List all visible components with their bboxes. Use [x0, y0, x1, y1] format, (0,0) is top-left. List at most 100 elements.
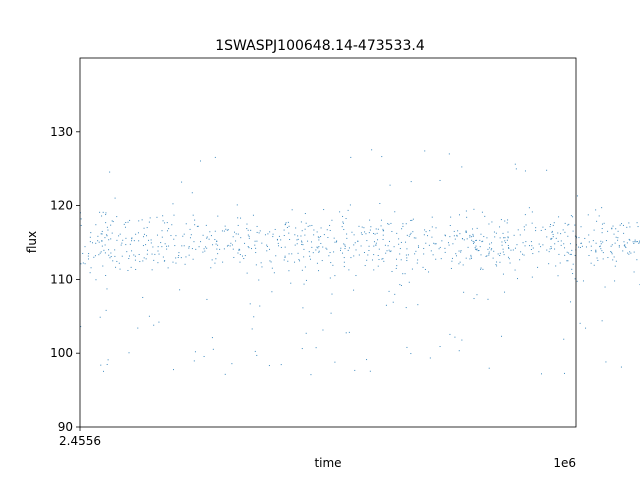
scatter-point — [362, 234, 363, 235]
scatter-point — [182, 236, 183, 237]
scatter-point — [222, 230, 223, 231]
scatter-point — [412, 231, 413, 232]
scatter-point — [525, 170, 526, 171]
scatter-point — [173, 239, 174, 240]
scatter-point — [127, 270, 128, 271]
scatter-point — [95, 255, 96, 256]
scatter-point — [328, 255, 329, 256]
scatter-point — [302, 348, 303, 349]
scatter-point — [165, 243, 166, 244]
scatter-point — [629, 251, 630, 252]
scatter-point — [153, 260, 154, 261]
scatter-point — [101, 240, 102, 241]
scatter-point — [501, 219, 502, 220]
scatter-point — [163, 257, 164, 258]
scatter-point — [427, 235, 428, 236]
scatter-point — [450, 225, 451, 226]
scatter-point — [353, 255, 354, 256]
scatter-point — [160, 242, 161, 243]
scatter-point — [368, 250, 369, 251]
scatter-point — [425, 243, 426, 244]
scatter-point — [503, 233, 504, 234]
scatter-point — [369, 220, 370, 221]
scatter-point — [281, 247, 282, 248]
scatter-point — [550, 224, 551, 225]
scatter-point — [135, 260, 136, 261]
scatter-point — [304, 235, 305, 236]
scatter-point — [206, 299, 207, 300]
scatter-point — [134, 240, 135, 241]
scatter-point — [225, 229, 226, 230]
scatter-point — [112, 220, 113, 221]
scatter-point — [504, 237, 505, 238]
scatter-point — [149, 316, 150, 317]
scatter-point — [480, 246, 481, 247]
scatter-point — [181, 182, 182, 183]
scatter-point — [508, 247, 509, 248]
scatter-point — [350, 204, 351, 205]
scatter-point — [594, 265, 595, 266]
scatter-point — [159, 254, 160, 255]
scatter-point — [504, 240, 505, 241]
scatter-point — [158, 246, 159, 247]
scatter-point — [471, 240, 472, 241]
scatter-point — [638, 226, 639, 227]
scatter-point — [168, 246, 169, 247]
scatter-point — [501, 336, 502, 337]
scatter-point — [617, 240, 618, 241]
scatter-point — [581, 226, 582, 227]
scatter-point — [628, 222, 629, 223]
scatter-point — [634, 271, 635, 272]
scatter-point — [571, 269, 572, 270]
scatter-point — [162, 237, 163, 238]
scatter-point — [406, 255, 407, 256]
scatter-point — [541, 373, 542, 374]
scatter-point — [553, 236, 554, 237]
scatter-point — [567, 252, 568, 253]
scatter-point — [194, 360, 195, 361]
scatter-point — [81, 218, 82, 219]
scatter-point — [209, 231, 210, 232]
scatter-point — [302, 307, 303, 308]
scatter-point — [394, 246, 395, 247]
scatter-point — [619, 247, 620, 248]
scatter-point — [346, 234, 347, 235]
scatter-point — [240, 237, 241, 238]
scatter-point — [629, 226, 630, 227]
scatter-point — [138, 220, 139, 221]
scatter-point — [330, 262, 331, 263]
scatter-point — [595, 209, 596, 210]
scatter-point — [350, 157, 351, 158]
scatter-point — [342, 221, 343, 222]
scatter-point — [320, 236, 321, 237]
scatter-point — [406, 347, 407, 348]
scatter-point — [249, 236, 250, 237]
scatter-point — [623, 225, 624, 226]
scatter-point — [375, 245, 376, 246]
scatter-point — [297, 235, 298, 236]
scatter-point — [207, 237, 208, 238]
scatter-point — [575, 255, 576, 256]
scatter-point — [504, 221, 505, 222]
scatter-point — [108, 255, 109, 256]
scatter-point — [253, 316, 254, 317]
scatter-point — [227, 230, 228, 231]
scatter-point — [570, 301, 571, 302]
scatter-point — [119, 263, 120, 264]
scatter-point — [348, 210, 349, 211]
scatter-point — [455, 253, 456, 254]
scatter-point — [459, 251, 460, 252]
scatter-point — [309, 256, 310, 257]
scatter-point — [402, 226, 403, 227]
scatter-point — [477, 249, 478, 250]
scatter-point — [605, 287, 606, 288]
scatter-point — [103, 212, 104, 213]
scatter-point — [250, 303, 251, 304]
scatter-point — [373, 233, 374, 234]
scatter-point — [378, 229, 379, 230]
scatter-point — [600, 241, 601, 242]
scatter-point — [621, 223, 622, 224]
scatter-point — [137, 328, 138, 329]
scatter-point — [471, 236, 472, 237]
